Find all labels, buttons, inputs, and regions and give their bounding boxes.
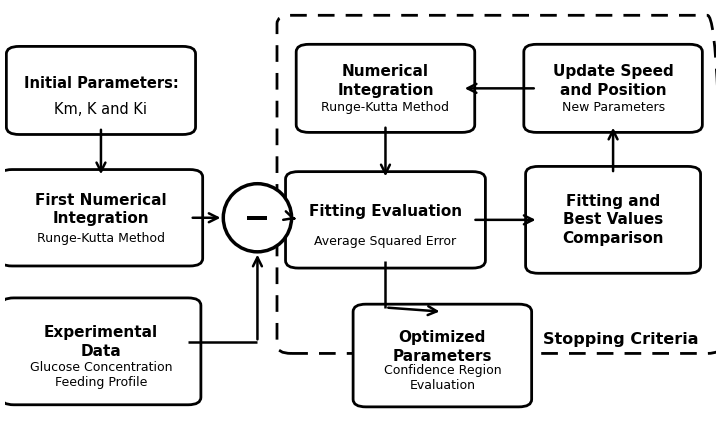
- FancyBboxPatch shape: [285, 172, 485, 268]
- FancyBboxPatch shape: [524, 44, 702, 132]
- Text: New Parameters: New Parameters: [562, 101, 664, 114]
- Text: Confidence Region
Evaluation: Confidence Region Evaluation: [383, 364, 501, 392]
- Ellipse shape: [224, 184, 292, 252]
- FancyBboxPatch shape: [526, 166, 700, 273]
- FancyBboxPatch shape: [296, 44, 475, 132]
- Text: First Numerical
Integration: First Numerical Integration: [35, 193, 167, 226]
- Text: Optimized
Parameters: Optimized Parameters: [393, 330, 492, 363]
- FancyBboxPatch shape: [1, 298, 201, 405]
- Text: Average Squared Error: Average Squared Error: [314, 234, 457, 247]
- Text: Numerical
Integration: Numerical Integration: [337, 64, 434, 98]
- FancyBboxPatch shape: [353, 304, 531, 407]
- FancyBboxPatch shape: [247, 216, 267, 220]
- Text: Runge-Kutta Method: Runge-Kutta Method: [37, 232, 165, 245]
- Text: Update Speed
and Position: Update Speed and Position: [553, 64, 674, 98]
- Text: Glucose Concentration
Feeding Profile: Glucose Concentration Feeding Profile: [29, 361, 173, 389]
- Text: Initial Parameters:: Initial Parameters:: [24, 76, 178, 91]
- Text: Stopping Criteria: Stopping Criteria: [543, 332, 698, 347]
- Text: Fitting and
Best Values
Comparison: Fitting and Best Values Comparison: [562, 194, 664, 246]
- FancyBboxPatch shape: [0, 170, 203, 266]
- Text: Km, K and Ki: Km, K and Ki: [55, 102, 147, 117]
- Text: Experimental
Data: Experimental Data: [44, 325, 158, 359]
- FancyBboxPatch shape: [6, 47, 196, 135]
- Text: Fitting Evaluation: Fitting Evaluation: [309, 204, 462, 219]
- Text: Runge-Kutta Method: Runge-Kutta Method: [321, 101, 449, 114]
